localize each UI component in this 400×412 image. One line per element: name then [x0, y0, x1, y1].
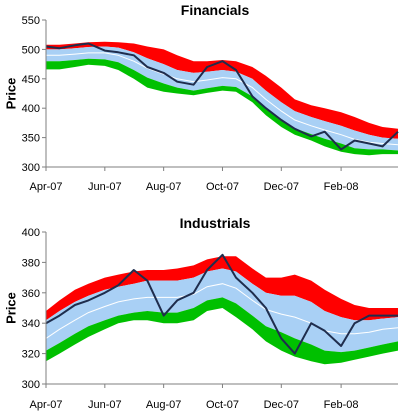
y-tick-label: 300: [22, 379, 40, 391]
y-tick-label: 450: [22, 74, 40, 86]
chart-1: 300 350 400 450 500 550 Apr-07 Jun-07 Aug-07 Oct-…: [4, 2, 399, 193]
x-tick-label: Oct-07: [206, 399, 239, 411]
price-line: [45, 42, 399, 151]
x-tick-label: Feb-08: [324, 181, 359, 193]
x-tick-label: Jun-07: [88, 181, 122, 193]
x-tick-label: Feb-08: [324, 399, 359, 411]
inner-band-area: [46, 268, 398, 353]
y-tick-label: 340: [22, 318, 40, 330]
x-tick-label: Apr-07: [29, 399, 62, 411]
chart-title: Financials: [181, 2, 250, 18]
y-tick-label: 400: [22, 103, 40, 115]
price-line: [45, 253, 398, 355]
y-tick-label: 350: [22, 133, 40, 145]
x-tick-label: Aug-07: [146, 399, 181, 411]
x-tick-label: Dec-07: [264, 181, 299, 193]
y-tick-label: 320: [22, 349, 40, 361]
y-tick-label: 300: [22, 162, 40, 174]
x-tick-label: Aug-07: [146, 181, 181, 193]
lower-band-area: [46, 297, 398, 365]
y-axis-label: Price: [4, 292, 19, 324]
x-tick-label: Oct-07: [206, 181, 239, 193]
x-tick-label: Dec-07: [264, 399, 299, 411]
upper-band-area: [46, 41, 398, 139]
chart-title: Industrials: [180, 215, 251, 231]
y-tick-label: 380: [22, 257, 40, 269]
upper-band-area: [46, 256, 398, 321]
y-tick-label: 500: [22, 44, 40, 56]
y-tick-label: 400: [22, 227, 40, 239]
moving-average-line: [45, 283, 399, 339]
moving-average-line: [46, 52, 399, 146]
y-tick-label: 360: [22, 288, 40, 300]
inner-band-area: [46, 46, 398, 151]
chart-2: 300 320 340 360 380 400 Apr-07 Jun-07 Aug-07 Oct-…: [4, 215, 399, 411]
x-tick-label: Apr-07: [29, 181, 62, 193]
x-tick-label: Jun-07: [88, 399, 122, 411]
y-axis-label: Price: [4, 78, 19, 110]
y-tick-label: 550: [22, 15, 40, 27]
